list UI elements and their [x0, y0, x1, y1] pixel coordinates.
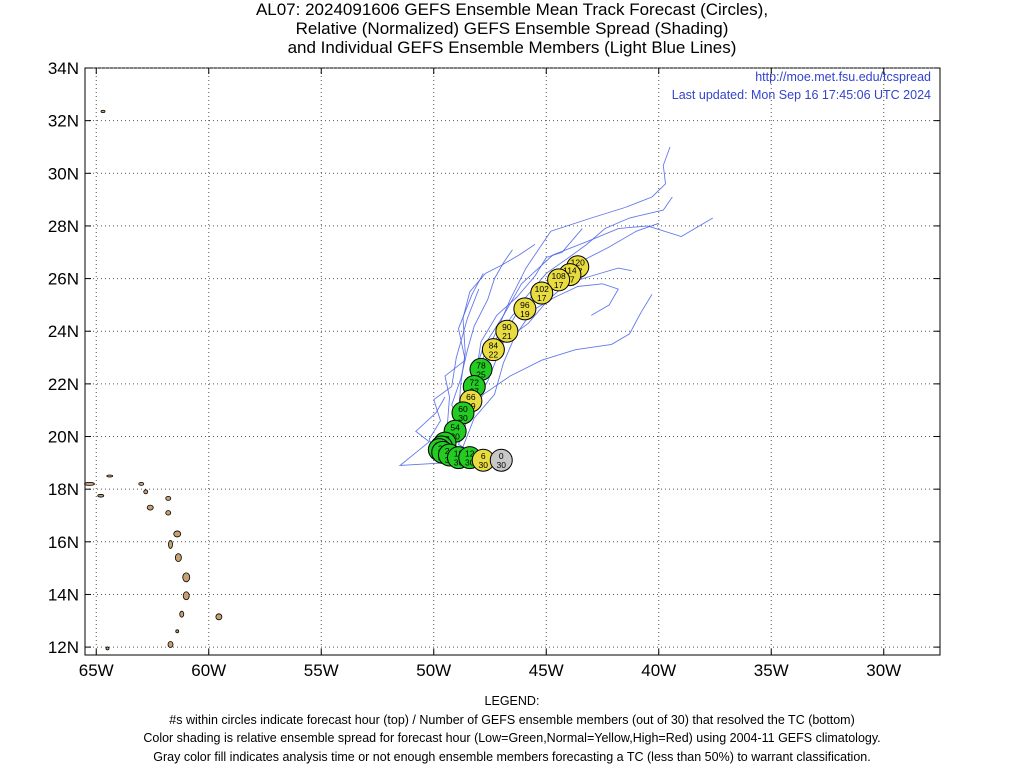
chart-title: AL07: 2024091606 GEFS Ensemble Mean Trac…: [0, 0, 1024, 57]
track-point: 030: [489, 448, 513, 472]
lat-label: 30N: [48, 164, 79, 183]
member-count-label: 30: [450, 431, 460, 441]
island-shape: [97, 494, 105, 498]
forecast-hour-label: 96: [520, 300, 530, 310]
lon-label: 40W: [641, 661, 676, 680]
forecast-hour-label: 6: [481, 451, 486, 461]
lon-label: 30W: [866, 661, 901, 680]
member-count-label: 19: [520, 309, 530, 319]
map-frame: [84, 67, 941, 656]
member-count-label: 17: [537, 293, 547, 303]
island-shape: [143, 489, 149, 495]
title-line-2: Relative (Normalized) GEFS Ensemble Spre…: [295, 19, 729, 38]
lat-label: 14N: [48, 585, 79, 604]
lat-label: 24N: [48, 322, 79, 341]
legend-line-2: Color shading is relative ensemble sprea…: [143, 731, 881, 745]
forecast-hour-label: 78: [476, 360, 486, 370]
lat-label: 32N: [48, 112, 79, 131]
lon-label: 35W: [754, 661, 789, 680]
island-shape: [168, 540, 173, 549]
track-map: 1201711417108171021796199021842278257227…: [48, 59, 941, 680]
forecast-hour-label: 0: [499, 451, 504, 461]
legend-line-1: #s within circles indicate forecast hour…: [169, 712, 855, 727]
island-shape: [179, 610, 185, 618]
member-count-label: 21: [502, 331, 512, 341]
island-shape: [105, 646, 110, 651]
track-circle: [513, 297, 537, 321]
island-shape: [174, 553, 182, 563]
island-shape: [165, 510, 172, 516]
track-circle: [547, 268, 571, 292]
track-point: 630: [471, 448, 495, 472]
forecast-hour-label: 114: [563, 266, 577, 276]
island-shape: [173, 530, 182, 538]
lat-label: 16N: [48, 533, 79, 552]
lon-label: 55W: [304, 661, 339, 680]
last-updated: Last updated: Mon Sep 16 17:45:06 UTC 20…: [672, 88, 931, 102]
lat-label: 26N: [48, 270, 79, 289]
track-circle: [530, 281, 554, 305]
caribbean-islands: [84, 109, 223, 651]
lat-label: 20N: [48, 428, 79, 447]
member-count-label: 30: [458, 413, 468, 423]
forecast-hour-label: 108: [552, 271, 566, 281]
member-count-label: 17: [554, 280, 564, 290]
island-shape: [146, 504, 154, 511]
member-count-label: 30: [465, 458, 475, 468]
forecast-hour-label: 12: [465, 449, 475, 459]
island-shape: [84, 482, 95, 486]
forecast-hour-label: 60: [458, 404, 468, 414]
island-shape: [215, 613, 223, 621]
island-shape: [175, 629, 180, 634]
track-circle: [489, 448, 513, 472]
lon-label: 65W: [79, 661, 114, 680]
source-url: http://moe.met.fsu.edu/tcspread: [755, 70, 931, 84]
forecast-hour-label: 18: [454, 449, 464, 459]
title-line-1: AL07: 2024091606 GEFS Ensemble Mean Trac…: [255, 0, 769, 19]
lat-label: 22N: [48, 375, 79, 394]
forecast-hour-label: 120: [571, 258, 585, 268]
forecast-hour-label: 54: [450, 422, 460, 432]
member-count-label: 25: [476, 369, 486, 379]
island-shape: [167, 641, 174, 648]
island-shape: [165, 495, 172, 501]
member-count-label: 30: [479, 460, 489, 470]
legend: LEGEND: #s within circles indicate forec…: [0, 692, 1024, 766]
island-shape: [106, 474, 114, 478]
lat-label: 28N: [48, 217, 79, 236]
forecast-hour-label: 84: [489, 341, 499, 351]
island-shape: [138, 482, 145, 486]
legend-line-3: Gray color fill indicates analysis time …: [153, 749, 871, 764]
ensemble-mean-track: 1201711417108171021796199021842278257227…: [427, 255, 590, 472]
island-shape: [182, 572, 191, 583]
lat-label: 12N: [48, 638, 79, 657]
island-shape: [100, 109, 106, 114]
forecast-hour-label: 66: [466, 392, 476, 402]
member-count-label: 30: [454, 458, 464, 468]
title-line-3: and Individual GEFS Ensemble Members (Li…: [287, 38, 737, 57]
track-circle: [481, 338, 505, 362]
forecast-hour-label: 102: [535, 284, 549, 294]
lon-label: 45W: [529, 661, 564, 680]
graticule: [85, 67, 940, 655]
member-count-label: 22: [489, 350, 499, 360]
forecast-hour-label: 90: [502, 322, 512, 332]
island-shape: [182, 591, 190, 601]
legend-heading: LEGEND:: [484, 694, 540, 708]
lon-label: 50W: [416, 661, 451, 680]
track-circle: [495, 319, 519, 343]
map-axes: 12N 14N 16N 18N 20N 22N 24N 26N 28N 30N 32N 34N 65W 6…: [48, 59, 940, 680]
lat-label: 18N: [48, 480, 79, 499]
forecast-hour-label: 72: [470, 378, 480, 388]
lon-label: 60W: [191, 661, 226, 680]
lat-label: 34N: [48, 59, 79, 78]
member-count-label: 30: [497, 460, 507, 470]
